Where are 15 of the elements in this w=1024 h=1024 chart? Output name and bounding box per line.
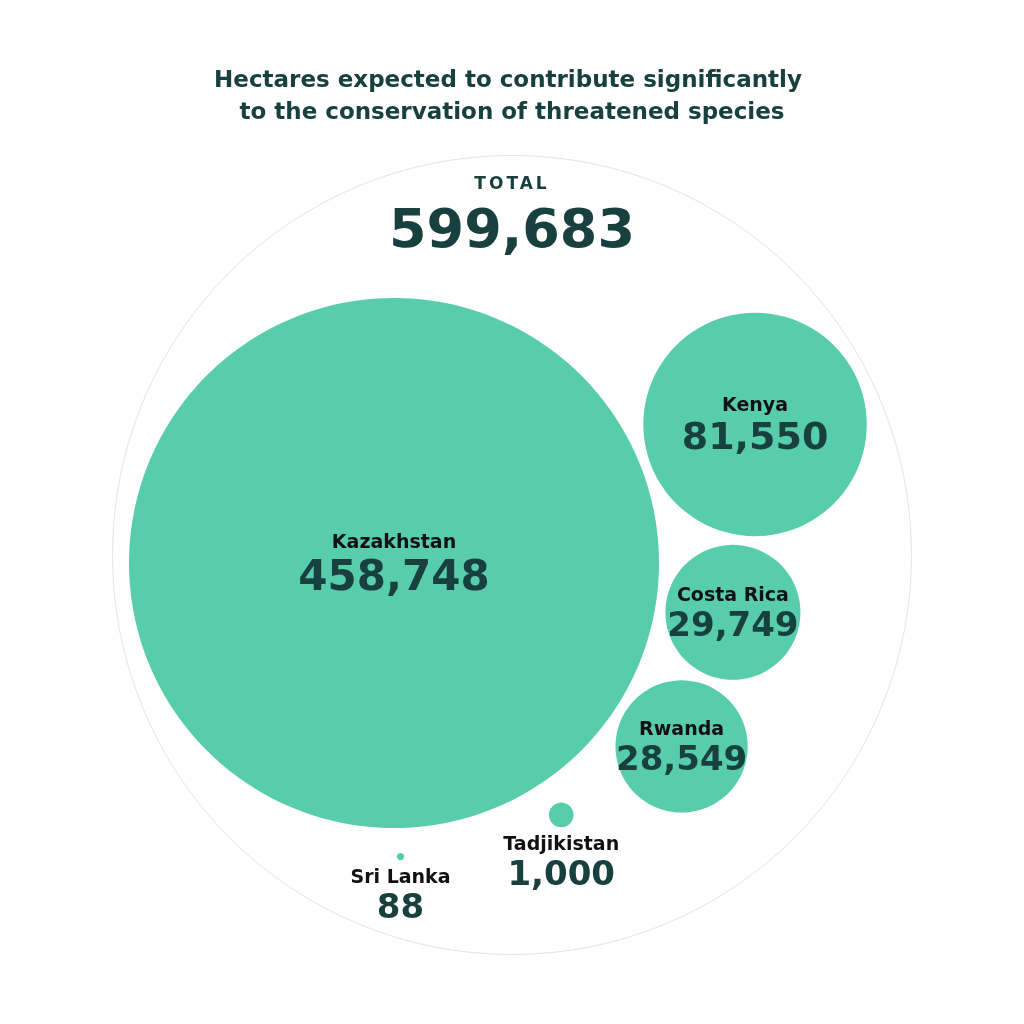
category-label: Rwanda [639, 717, 725, 740]
text: 599,683 [388, 197, 636, 261]
data-label: 81,550 [681, 414, 829, 459]
data-label: 28,549 [615, 738, 748, 779]
data-label: 1,000 [507, 853, 616, 894]
data-label: 88 [376, 886, 425, 927]
category-label: Kenya [722, 393, 789, 416]
category-label: Tadjikistan [503, 832, 620, 855]
data-label: 29,749 [667, 604, 799, 645]
category-label: Sri Lanka [350, 865, 451, 888]
text: TOTAL [473, 173, 551, 194]
data-label: 458,748 [298, 550, 490, 600]
text: Hectares expected to contribute significantly to the conservation of threatened species [214, 66, 810, 124]
category-label: Kazakhstan [331, 530, 457, 552]
category-label: Costa Rica [676, 583, 789, 606]
